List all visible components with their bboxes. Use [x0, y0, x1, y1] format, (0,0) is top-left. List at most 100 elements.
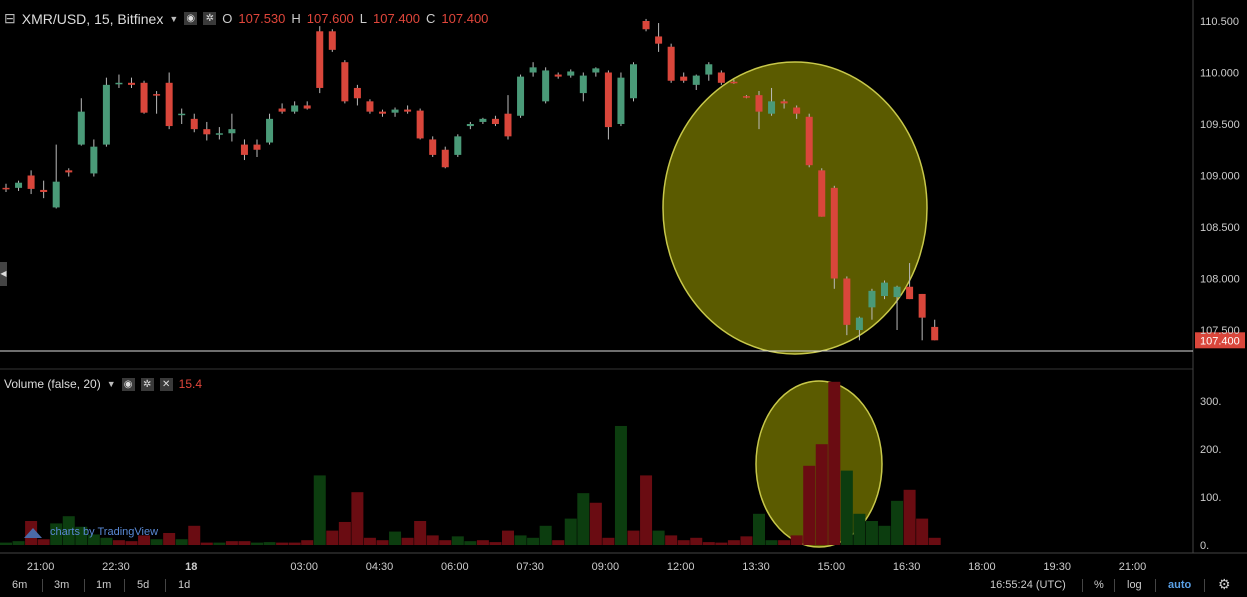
- volume-title[interactable]: Volume (false, 20): [4, 377, 101, 391]
- last-price-tag: [1195, 332, 1245, 349]
- volume-bar: [62, 516, 75, 545]
- candle: [366, 99, 374, 114]
- candle: [918, 293, 926, 341]
- ohlc-open-key: O: [222, 11, 233, 26]
- candle: [65, 168, 73, 177]
- candle: [77, 98, 85, 146]
- timeframe-5d[interactable]: 5d: [137, 579, 150, 591]
- percent-scale-toggle[interactable]: %: [1094, 579, 1104, 591]
- candle-body: [278, 108, 286, 112]
- volume-bar: [489, 542, 502, 545]
- candle: [604, 70, 612, 140]
- time-tick-label: 19:30: [1043, 561, 1071, 573]
- log-scale-toggle[interactable]: log: [1127, 579, 1142, 591]
- timeframe-6m[interactable]: 6m: [12, 579, 28, 591]
- volume-bar: [351, 492, 364, 545]
- candle-body: [855, 317, 863, 330]
- candle: [128, 77, 135, 88]
- candle: [303, 101, 311, 110]
- candle-body: [40, 189, 48, 192]
- volume-bar: [12, 541, 25, 545]
- candle-body: [353, 87, 361, 99]
- candle: [90, 139, 98, 177]
- visibility-icon[interactable]: ◉: [184, 12, 198, 25]
- candle-body: [291, 105, 299, 112]
- candle-body: [391, 109, 399, 113]
- candle: [404, 105, 412, 114]
- gear-icon[interactable]: ✲: [203, 12, 217, 25]
- candle-body: [429, 139, 437, 155]
- candle: [341, 60, 349, 104]
- volume-bar: [150, 539, 163, 545]
- candle-body: [379, 111, 386, 114]
- candle-body: [240, 144, 248, 155]
- candle: [805, 113, 813, 168]
- candle-body: [341, 62, 349, 102]
- candle-body: [328, 31, 336, 50]
- collapse-panel-button[interactable]: ◀: [0, 262, 7, 286]
- candle: [793, 105, 801, 119]
- tradingview-watermark[interactable]: charts by TradingView: [22, 525, 158, 539]
- candle: [178, 108, 186, 124]
- volume-bar: [778, 540, 791, 545]
- candle: [52, 144, 60, 209]
- visibility-icon[interactable]: ◉: [121, 377, 135, 391]
- volume-bar: [251, 542, 263, 545]
- volume-bar: [125, 541, 138, 545]
- candle-body: [153, 94, 161, 96]
- chevron-down-icon[interactable]: ▼: [169, 13, 179, 24]
- candle: [529, 62, 537, 77]
- volume-bar: [803, 465, 816, 545]
- volume-bar: [828, 381, 841, 545]
- gear-icon[interactable]: ✲: [140, 377, 154, 391]
- symbol-title[interactable]: XMR/USD, 15, Bitfinex: [21, 10, 164, 27]
- volume-bar: [313, 475, 326, 545]
- candle: [165, 72, 173, 130]
- candle-body: [655, 36, 663, 44]
- divider: [165, 579, 166, 592]
- volume-bar: [188, 525, 201, 545]
- volume-bar: [225, 541, 238, 545]
- candle-body: [2, 187, 10, 190]
- candle-body: [178, 113, 186, 116]
- volume-bar: [790, 535, 803, 545]
- candle-body: [15, 182, 23, 188]
- timeframe-1d[interactable]: 1d: [178, 579, 191, 591]
- candle-body: [454, 136, 462, 155]
- auto-scale-toggle[interactable]: auto: [1168, 579, 1192, 591]
- volume-bar: [464, 541, 477, 545]
- volume-bar: [0, 542, 12, 545]
- volume-bar: [401, 537, 414, 545]
- volume-bar: [853, 513, 866, 545]
- timeframe-3m[interactable]: 3m: [54, 579, 70, 591]
- candle: [592, 67, 600, 77]
- volume-bar: [903, 489, 916, 545]
- ohlc-low-value: 107.400: [373, 11, 421, 26]
- volume-bar: [916, 518, 929, 545]
- volume-bar: [338, 521, 351, 545]
- gear-icon[interactable]: ⚙: [1218, 576, 1231, 592]
- time-tick-label: 21:00: [1119, 561, 1147, 573]
- candle-body: [805, 116, 813, 166]
- volume-bar: [200, 542, 213, 545]
- candle-body: [303, 105, 311, 109]
- chevron-down-icon[interactable]: ▼: [106, 379, 116, 389]
- volume-bar: [175, 539, 188, 545]
- candle: [15, 180, 23, 191]
- candle-body: [906, 286, 914, 300]
- candle-body: [404, 109, 412, 112]
- price-tick-label: 108.000: [1200, 274, 1240, 286]
- volume-bar: [690, 537, 703, 545]
- chart-menu-icon[interactable]: ⊟: [4, 10, 16, 26]
- time-tick-label: 21:00: [27, 561, 55, 573]
- candle: [768, 87, 776, 116]
- price-tick-label: 110.000: [1200, 68, 1239, 80]
- timeframe-1m[interactable]: 1m: [96, 579, 112, 591]
- candle: [253, 139, 261, 157]
- volume-bar: [37, 539, 50, 545]
- volume-tick-label: 100.: [1200, 492, 1221, 504]
- volume-bar: [652, 530, 665, 545]
- candle: [266, 113, 274, 145]
- close-icon[interactable]: ✕: [159, 377, 173, 391]
